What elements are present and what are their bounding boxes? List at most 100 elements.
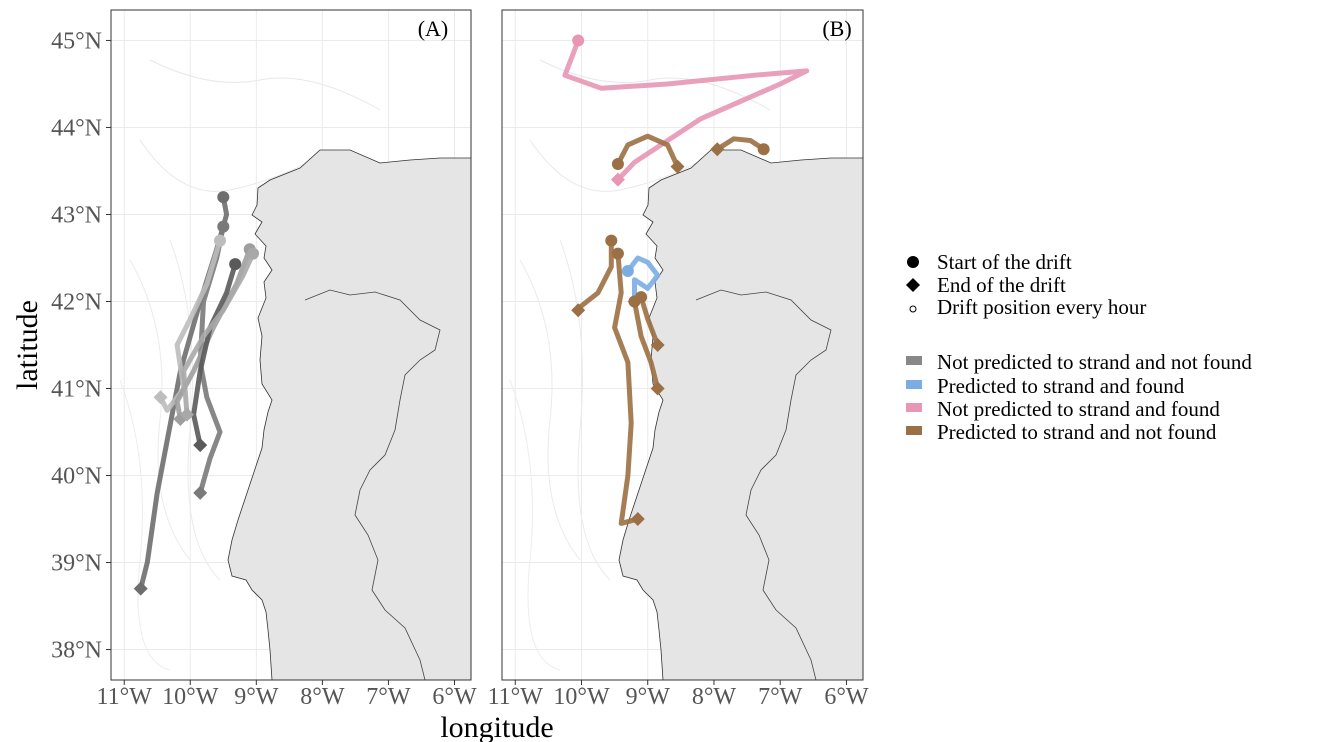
bathymetry-contour (119, 379, 171, 671)
drift-end-marker (610, 172, 625, 187)
legend-swatch (906, 403, 922, 412)
bathymetry-contour (169, 239, 221, 581)
panel-a: (A) (110, 9, 472, 681)
drift-end-marker (630, 512, 645, 527)
bathymetry-contour (559, 239, 611, 581)
x-tick-label: 8°W (692, 684, 737, 710)
panel-b: (B) (501, 9, 864, 681)
legend-swatch (906, 426, 922, 435)
drift-end-marker (193, 485, 208, 500)
color-legend: Not predicted to strand and not found Pr… (906, 350, 1252, 444)
x-tick-label: 8°W (300, 684, 345, 710)
legend-label: End of the drift (937, 273, 1066, 297)
legend-label: Not predicted to strand and not found (937, 350, 1252, 374)
y-tick-label: 42°N (51, 289, 102, 315)
panel-a-border (110, 9, 472, 681)
y-tick-label: 43°N (51, 202, 102, 228)
panel-b-border (501, 9, 864, 681)
hourly-position-icon (909, 305, 917, 313)
drift-track (625, 255, 661, 304)
drift-track (714, 136, 767, 152)
drift-end-marker (650, 381, 665, 396)
end-marker-icon (906, 278, 920, 292)
panel-a-tracks (133, 191, 260, 596)
drift-start-marker (611, 158, 624, 171)
drift-start-marker (217, 220, 230, 233)
drift-end-marker (571, 303, 586, 318)
x-tick-label: 6°W (824, 684, 869, 710)
legend-label: Drift position every hour (937, 295, 1146, 319)
x-tick-label: 9°W (234, 684, 279, 710)
drift-start-marker (229, 258, 242, 271)
drift-end-marker (710, 142, 725, 157)
x-tick-label: 9°W (626, 684, 671, 710)
drift-start-marker (572, 34, 585, 47)
x-axis-title: longitude (440, 711, 553, 742)
bathymetry-contour (139, 139, 331, 192)
y-tick-label: 40°N (51, 464, 102, 490)
drift-track (138, 194, 230, 592)
drift-end-marker (193, 438, 208, 453)
drift-track (638, 294, 661, 348)
x-tick-label: 11°W (488, 684, 544, 710)
y-tick-label: 41°N (51, 377, 102, 403)
legend-label: Start of the drift (937, 250, 1072, 274)
drift-start-marker (247, 247, 260, 260)
bathymetry-contour (519, 259, 581, 561)
y-tick-label: 44°N (51, 115, 102, 141)
bathymetry-contour (529, 139, 721, 192)
iberian-land (227, 149, 471, 680)
drift-start-marker (605, 234, 618, 247)
y-tick-label: 45°N (51, 28, 102, 54)
x-tick-label: 6°W (432, 684, 477, 710)
x-tick-label: 7°W (758, 684, 803, 710)
drift-end-marker (133, 581, 148, 596)
bathymetry-contour (509, 379, 561, 671)
bathymetry-contour (149, 59, 381, 111)
border-line (695, 289, 832, 680)
drift-track (191, 261, 238, 448)
legend-label: Predicted to strand and not found (937, 420, 1217, 444)
y-tick-label: 38°N (51, 638, 102, 664)
drift-track (632, 299, 661, 391)
drift-track (615, 133, 680, 170)
bathymetry-contour (129, 259, 191, 561)
drift-start-marker (217, 191, 230, 204)
drift-end-marker (650, 338, 665, 352)
panel-a-land (227, 149, 471, 680)
panel-b-bathymetry (509, 59, 771, 671)
drift-start-marker (611, 247, 624, 260)
panel-b-label: (B) (822, 16, 851, 41)
y-axis-title: latitude (11, 300, 44, 390)
drift-start-marker (621, 265, 634, 278)
panel-a-bathymetry (119, 59, 381, 671)
x-tick-label: 11°W (97, 684, 153, 710)
y-axis: 38°N 39°N 40°N 41°N 42°N 43°N 44°N 45°N (51, 28, 111, 664)
y-tick-label: 39°N (51, 551, 102, 577)
drift-start-marker (635, 291, 648, 304)
x-tick-label: 10°W (162, 684, 219, 710)
x-tick-label: 7°W (366, 684, 411, 710)
drift-track (181, 251, 256, 418)
panel-a-label: (A) (418, 16, 449, 41)
bathymetry-contour (539, 59, 771, 111)
drift-track (158, 238, 223, 413)
legend-swatch (906, 380, 922, 389)
drift-start-marker (213, 234, 226, 247)
legend-label: Predicted to strand and found (937, 374, 1185, 398)
x-tick-label: 10°W (553, 684, 610, 710)
legend: Start of the drift End of the drift Drif… (906, 250, 1252, 444)
drift-start-marker (757, 143, 770, 156)
x-axis: 11°W 10°W 9°W 8°W 7°W 6°W 11°W 10°W 9°W 8°W 7°W 6°W (97, 680, 869, 710)
drift-end-marker (179, 407, 194, 422)
legend-swatch (906, 356, 922, 365)
border-line (304, 289, 441, 680)
drift-end-marker (153, 390, 168, 405)
start-marker-icon (907, 256, 919, 268)
legend-label: Not predicted to strand and found (937, 397, 1220, 421)
drift-track (612, 251, 641, 526)
panel-b-tracks (562, 34, 810, 527)
drift-end-marker (670, 159, 685, 174)
drift-track (562, 38, 810, 183)
